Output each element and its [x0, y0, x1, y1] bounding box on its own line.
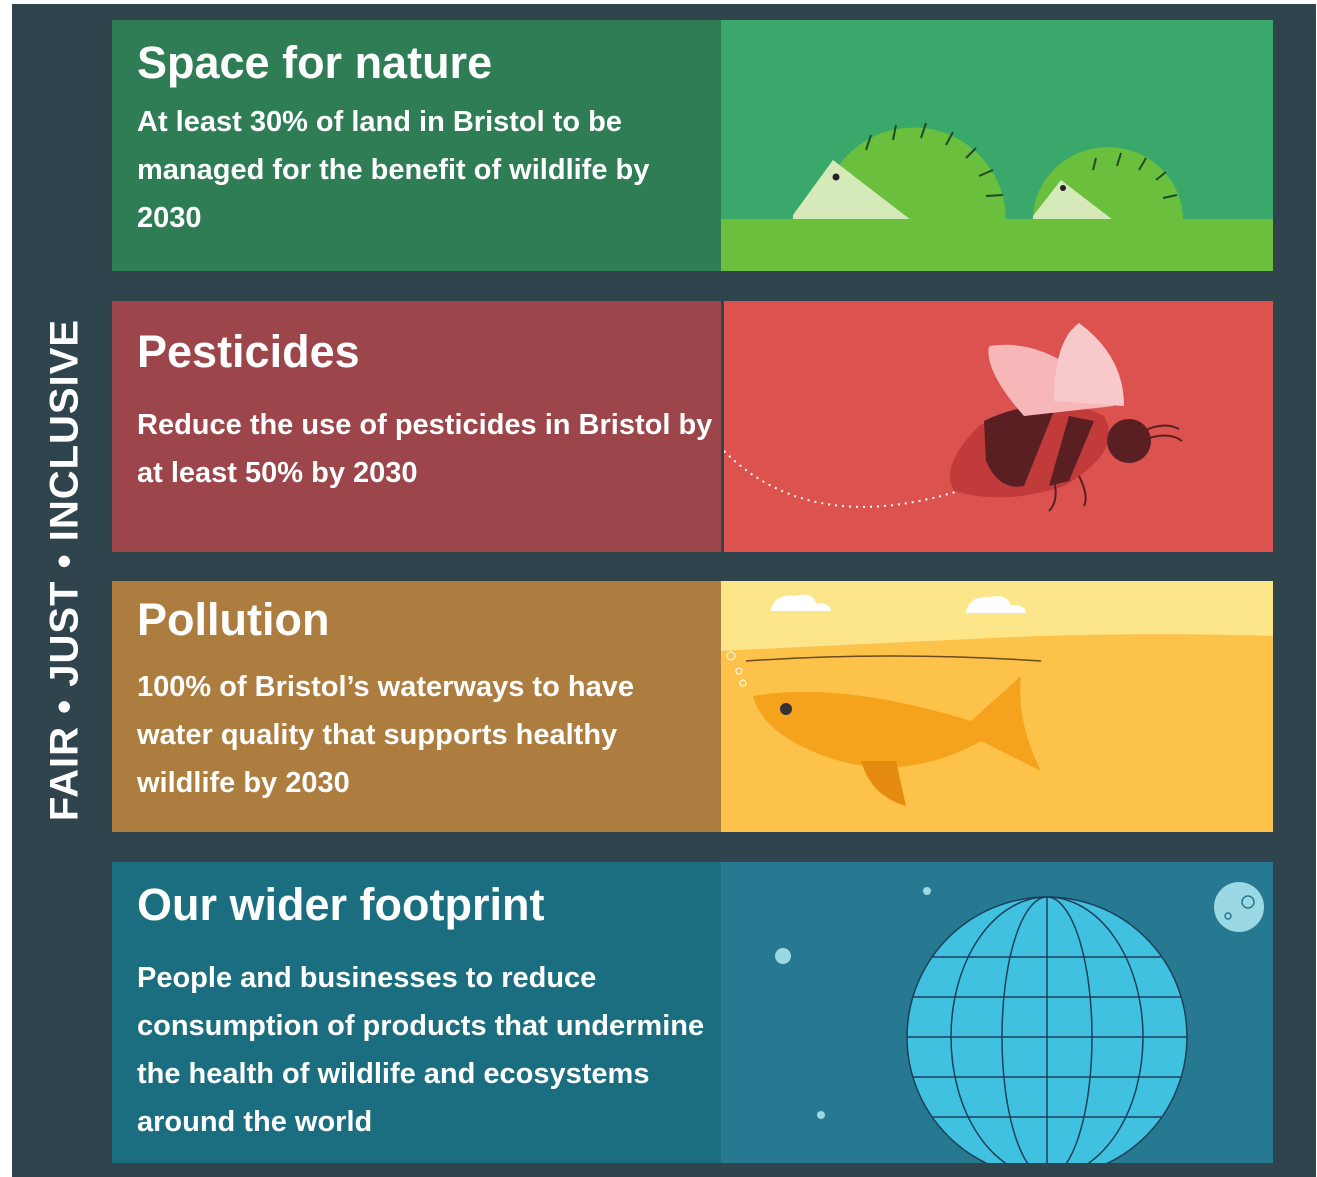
panel-text: Pesticides Reduce the use of pesticides … [112, 301, 721, 552]
fish [721, 581, 1273, 832]
panel-title: Pesticides [137, 323, 721, 381]
panel-text: Pollution 100% of Bristol’s waterways to… [112, 581, 721, 832]
panel-text: Our wider footprint People and businesse… [112, 862, 721, 1163]
illustration [724, 301, 1273, 552]
side-label: FAIR • JUST • INCLUSIVE [43, 319, 88, 821]
panel-body: Reduce the use of pesticides in Bristol … [137, 401, 717, 497]
panel-body: 100% of Bristol’s waterways to have wate… [137, 663, 717, 807]
panel-body: At least 30% of land in Bristol to be ma… [137, 98, 717, 242]
illustration [721, 20, 1273, 271]
panel: Pollution 100% of Bristol’s waterways to… [112, 581, 1273, 832]
panel-title: Our wider footprint [137, 876, 721, 934]
globe [721, 862, 1273, 1163]
illustration [721, 581, 1273, 832]
panel-title: Pollution [137, 591, 721, 649]
bee [724, 301, 1273, 552]
panel-body: People and businesses to reduce consumpt… [137, 954, 712, 1146]
panel: Pesticides Reduce the use of pesticides … [112, 301, 1273, 552]
illustration [721, 862, 1273, 1163]
infographic: FAIR • JUST • INCLUSIVE Space for nature… [0, 0, 1317, 1177]
panel: Space for nature At least 30% of land in… [112, 20, 1273, 271]
panel: Our wider footprint People and businesse… [112, 862, 1273, 1163]
hedgehogs [721, 20, 1273, 271]
panel-text: Space for nature At least 30% of land in… [112, 20, 721, 271]
panel-title: Space for nature [137, 34, 721, 92]
